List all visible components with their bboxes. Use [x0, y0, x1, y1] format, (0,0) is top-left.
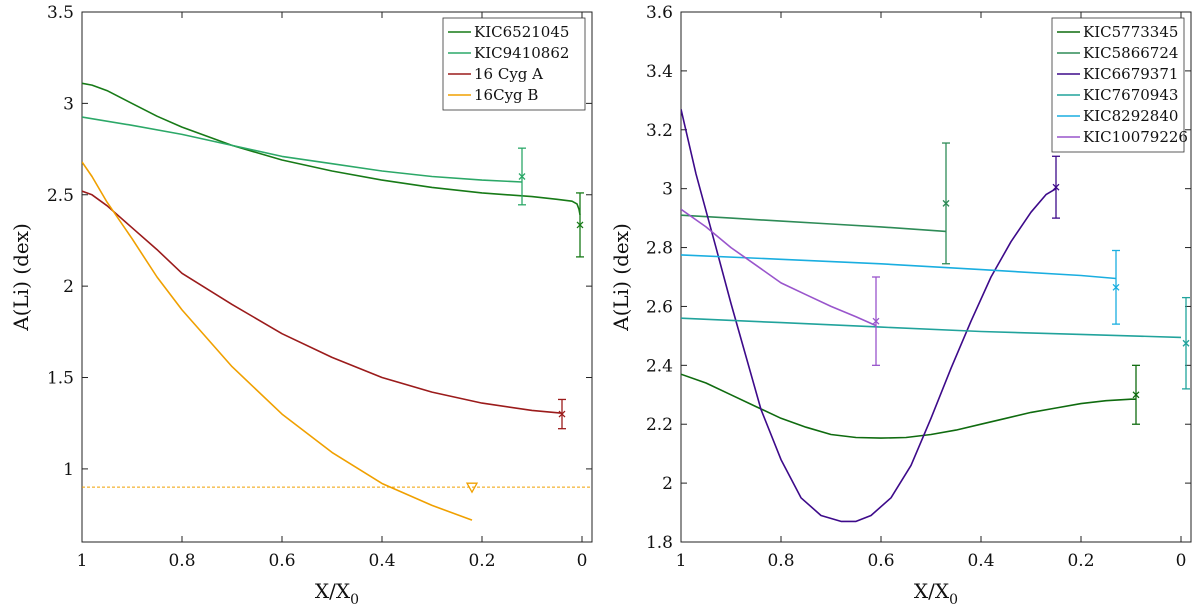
- x-axis-label: X/X0: [914, 579, 958, 608]
- observation-marker: [518, 173, 526, 180]
- plot-frame: [680, 11, 1192, 543]
- observation-marker: [576, 221, 584, 229]
- x-tick-label: 0.6: [867, 551, 894, 571]
- y-axis-label: A(Li) (dex): [9, 223, 33, 332]
- legend-label: KIC8292840: [1083, 107, 1178, 125]
- x-tick-label: 1: [676, 551, 687, 571]
- series-kic5866724: [681, 142, 950, 265]
- observation-marker: [872, 317, 880, 325]
- series-line: [681, 109, 1057, 523]
- x-tick-label: 0: [577, 551, 588, 571]
- x-tick-label: 0.2: [468, 551, 495, 571]
- x-axis-label-subscript: 0: [949, 592, 958, 608]
- observation-marker: [1182, 339, 1190, 347]
- y-tick-label: 2.5: [47, 186, 74, 206]
- y-tick-label: 1.5: [47, 369, 74, 389]
- legend-box: [442, 17, 586, 111]
- observation-marker: [942, 199, 950, 207]
- legend-label: KIC9410862: [474, 44, 569, 62]
- legend-label: KIC6521045: [474, 23, 569, 41]
- observation-marker: [1132, 391, 1140, 399]
- legend-label: KIC10079226: [1083, 128, 1188, 146]
- x-tick-label: 0.8: [168, 551, 195, 571]
- series-kic9410862: [82, 116, 526, 206]
- x-tick-label: 0.2: [1067, 551, 1094, 571]
- y-tick-label: 3: [63, 94, 74, 114]
- y-tick-label: 1: [63, 460, 74, 480]
- series-line: [82, 190, 563, 414]
- x-tick-label: 0.4: [967, 551, 994, 571]
- series-line: [681, 214, 947, 233]
- series-kic6679371: [681, 109, 1060, 523]
- plot-area: [82, 82, 592, 521]
- legend-label: 16 Cyg A: [474, 65, 543, 83]
- series-line: [82, 116, 523, 183]
- observation-marker: [1052, 183, 1060, 191]
- series-16cyg-b: [82, 161, 592, 521]
- y-tick-label: 3.5: [47, 3, 74, 23]
- series-line: [681, 317, 1182, 339]
- series-kic5773345: [681, 364, 1140, 439]
- plot-area: [681, 109, 1190, 523]
- plot-frame: [81, 11, 593, 543]
- y-tick-label: 2.6: [646, 297, 673, 317]
- series-kic6521045: [82, 82, 584, 258]
- y-tick-label: 2.2: [646, 415, 673, 435]
- y-axis-label: A(Li) (dex): [609, 223, 633, 332]
- x-tick-label: 0.4: [368, 551, 395, 571]
- chart-panel-2: 1 0.8 0.6 0.4 0.2 0 1.8 2 2.2 2.4 2.6 2.8 3 3.2 3.4 3.6…: [609, 3, 1192, 608]
- legend: KIC6521045 KIC9410862 16 Cyg A 16Cyg B: [442, 17, 586, 111]
- x-axis-label-subscript: 0: [350, 592, 359, 608]
- y-tick-label: 2: [63, 277, 74, 297]
- series-kic8292840: [681, 249, 1120, 325]
- legend-label: 16Cyg B: [474, 86, 538, 104]
- legend-label: KIC7670943: [1083, 86, 1178, 104]
- y-tick-label: 3.2: [646, 121, 673, 141]
- x-tick-label: 0.8: [767, 551, 794, 571]
- x-tick-label: 0.6: [268, 551, 295, 571]
- x-tick-label: 1: [77, 551, 88, 571]
- y-tick-label: 1.8: [646, 533, 673, 553]
- chart-panel-1: 1 0.8 0.6 0.4 0.2 0 1 1.5 2 2.5 3 3.5 X/X0 A(Li) (dex…: [9, 3, 593, 608]
- series-kic10079226: [681, 208, 880, 366]
- y-tick-label: 3: [662, 180, 673, 200]
- observation-marker: [1112, 283, 1120, 291]
- x-axis-label: X/X0: [315, 579, 359, 608]
- series-line: [681, 373, 1136, 439]
- legend-label: KIC5866724: [1083, 44, 1178, 62]
- y-tick-label: 2.8: [646, 239, 673, 259]
- series-line: [82, 82, 581, 216]
- series-16-cyg-a: [82, 190, 566, 430]
- y-tick-label: 2: [662, 474, 673, 494]
- y-tick-label: 3.6: [646, 3, 673, 23]
- series-line: [681, 208, 877, 327]
- legend-label: KIC5773345: [1083, 23, 1178, 41]
- series-kic7670943: [681, 296, 1190, 390]
- x-tick-label: 0: [1176, 551, 1187, 571]
- series-line: [681, 254, 1117, 280]
- series-line: [82, 161, 473, 521]
- upper-limit-marker: [465, 482, 479, 494]
- legend-label: KIC6679371: [1083, 65, 1178, 83]
- observation-marker: [558, 410, 566, 418]
- y-tick-label: 2.4: [646, 356, 673, 376]
- y-tick-label: 3.4: [646, 62, 673, 82]
- legend: KIC5773345 KIC5866724 KIC6679371 KIC7670943…: [1051, 17, 1188, 153]
- legend-box: [1051, 17, 1185, 153]
